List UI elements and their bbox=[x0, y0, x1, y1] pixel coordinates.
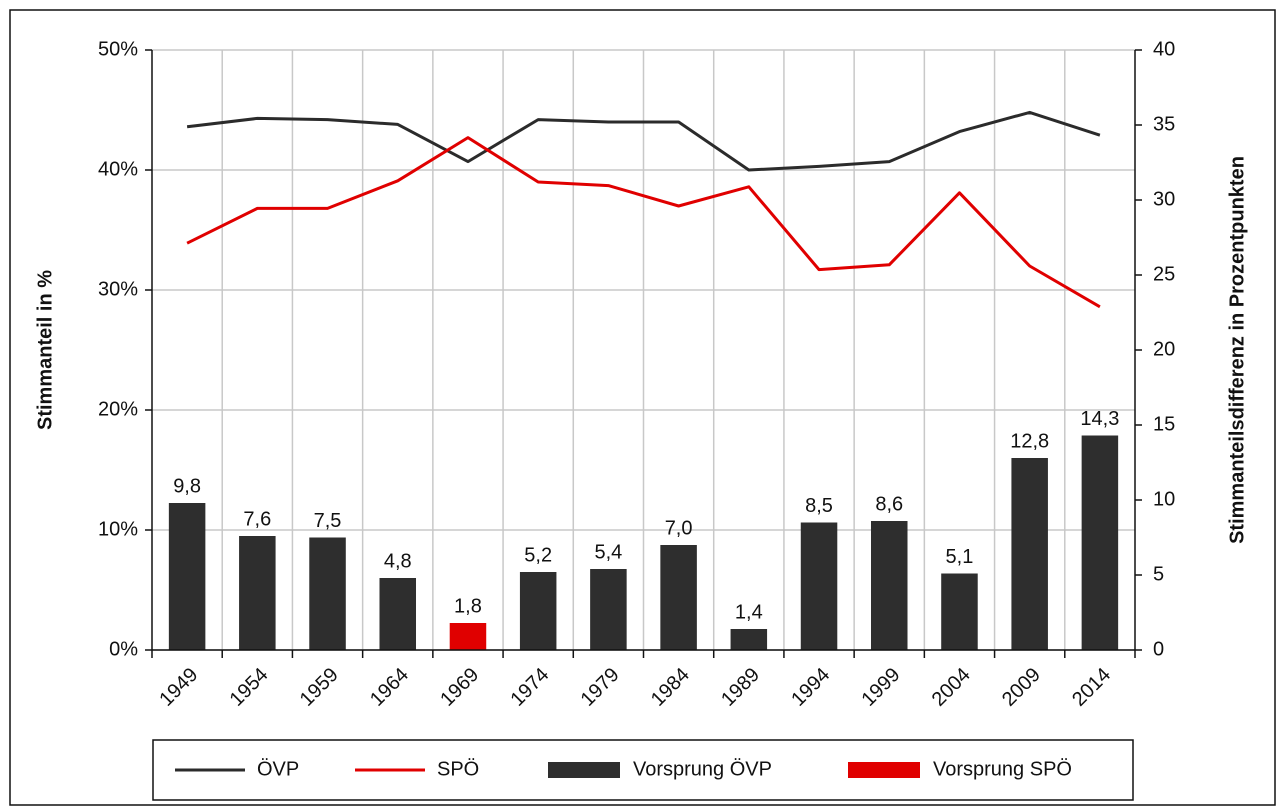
bar-value-label: 9,8 bbox=[173, 475, 201, 497]
bar-value-label: 14,3 bbox=[1080, 408, 1119, 430]
y-tick-label: 10% bbox=[98, 518, 138, 540]
legend-box bbox=[152, 739, 1134, 801]
legend-swatch bbox=[848, 762, 920, 778]
y-tick-label: 40% bbox=[98, 158, 138, 180]
bar-value-label: 7,0 bbox=[665, 517, 693, 539]
legend-label: SPÖ bbox=[437, 758, 479, 780]
bar bbox=[239, 536, 276, 650]
legend-label: Vorsprung SPÖ bbox=[933, 758, 1072, 780]
bar bbox=[519, 572, 557, 650]
y2-tick-label: 5 bbox=[1153, 563, 1164, 585]
y2-tick-label: 15 bbox=[1153, 413, 1175, 435]
y-tick-label: 50% bbox=[98, 38, 138, 60]
line-series bbox=[186, 110, 1101, 172]
y2-tick-label: 30 bbox=[1153, 188, 1175, 210]
bar bbox=[1081, 435, 1119, 650]
y2-tick-label: 25 bbox=[1153, 263, 1175, 285]
bar-value-label: 5,1 bbox=[946, 546, 974, 568]
y2-axis-title: Stimmanteilsdifferenz in Prozentpunkten bbox=[1226, 156, 1248, 544]
legend-label: Vorsprung ÖVP bbox=[633, 758, 772, 780]
y2-tick-label: 40 bbox=[1153, 38, 1175, 60]
legend-label: ÖVP bbox=[257, 758, 299, 780]
legend-swatch bbox=[548, 762, 620, 778]
y2-tick-label: 10 bbox=[1153, 488, 1175, 510]
bar bbox=[870, 521, 908, 650]
y2-tick-label: 35 bbox=[1153, 113, 1175, 135]
bar-value-label: 12,8 bbox=[1010, 430, 1049, 452]
bar bbox=[590, 569, 627, 650]
y-tick-label: 30% bbox=[98, 278, 138, 300]
bar-value-label: 1,8 bbox=[454, 595, 482, 617]
bar bbox=[800, 522, 838, 650]
bar bbox=[1011, 458, 1048, 650]
bar bbox=[660, 545, 697, 650]
bar bbox=[379, 578, 417, 650]
bar bbox=[309, 537, 346, 650]
bar bbox=[449, 623, 487, 650]
bar-value-label: 1,4 bbox=[735, 601, 763, 623]
bar-value-label: 5,4 bbox=[594, 541, 622, 563]
y-tick-label: 20% bbox=[98, 398, 138, 420]
bar-value-label: 4,8 bbox=[384, 550, 412, 572]
bar bbox=[941, 573, 978, 650]
bar-value-label: 8,5 bbox=[805, 495, 833, 517]
bar bbox=[168, 503, 206, 650]
y2-tick-label: 0 bbox=[1153, 638, 1164, 660]
bar-value-label: 7,6 bbox=[243, 508, 271, 530]
y-tick-label: 0% bbox=[109, 638, 138, 660]
bar-value-label: 7,5 bbox=[314, 510, 342, 532]
line-series bbox=[186, 136, 1101, 309]
bar-value-label: 8,6 bbox=[875, 493, 903, 515]
bar-value-label: 5,2 bbox=[524, 544, 552, 566]
y2-tick-label: 20 bbox=[1153, 338, 1175, 360]
bar bbox=[730, 629, 768, 650]
y-axis-title: Stimmanteil in % bbox=[34, 270, 56, 430]
